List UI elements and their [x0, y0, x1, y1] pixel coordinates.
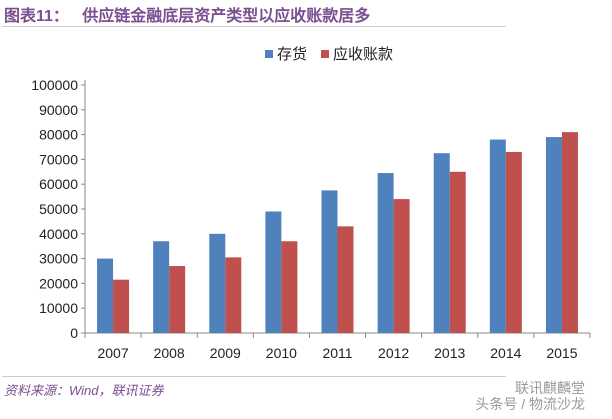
- watermark: 联讯麒麟堂 头条号 / 物流沙龙: [405, 380, 585, 412]
- y-tick-label: 60000: [39, 176, 78, 192]
- bar-inventory-2008: [153, 241, 170, 333]
- legend-swatch: [321, 49, 330, 58]
- footer-divider: [2, 376, 506, 377]
- bar-receivables-2011: [337, 226, 354, 333]
- bar-receivables-2014: [505, 151, 522, 333]
- legend-item-inventory: 存货: [265, 43, 307, 64]
- y-tick-label: 10000: [39, 300, 78, 316]
- source-note: 资料来源：Wind，联讯证券: [4, 383, 164, 398]
- y-tick-label: 20000: [39, 275, 78, 291]
- x-tick-label: 2010: [266, 345, 297, 361]
- bar-inventory-2009: [209, 233, 226, 333]
- bar-inventory-2014: [489, 139, 506, 333]
- y-tick-label: 70000: [39, 151, 78, 167]
- legend-item-receivables: 应收账款: [321, 43, 393, 64]
- bar-inventory-2013: [433, 153, 450, 333]
- bar-receivables-2007: [113, 279, 130, 333]
- x-tick-label: 2008: [154, 345, 185, 361]
- y-tick-label: 90000: [39, 102, 78, 118]
- bar-receivables-2015: [561, 132, 578, 333]
- chart-title: 图表11： 供应链金融底层资产类型以应收账款居多: [4, 8, 371, 25]
- bar-inventory-2012: [377, 173, 394, 333]
- bar-receivables-2013: [449, 171, 466, 333]
- bar-receivables-2010: [281, 241, 298, 333]
- legend: 存货 应收账款: [265, 43, 393, 64]
- x-tick-label: 2014: [490, 345, 521, 361]
- y-tick-label: 50000: [39, 201, 78, 217]
- watermark-line: 联讯麒麟堂: [515, 380, 585, 396]
- y-tick-label: 30000: [39, 251, 78, 267]
- bar-receivables-2009: [225, 257, 242, 333]
- title-divider: [2, 26, 506, 27]
- x-tick-label: 2013: [434, 345, 465, 361]
- y-tick-label: 80000: [39, 127, 78, 143]
- legend-label: 存货: [277, 46, 308, 63]
- legend-swatch: [265, 49, 273, 58]
- bar-inventory-2010: [265, 211, 282, 333]
- bar-inventory-2015: [545, 137, 562, 333]
- bar-inventory-2007: [97, 258, 114, 333]
- bar-receivables-2012: [393, 199, 410, 333]
- bar-inventory-2011: [321, 190, 338, 333]
- x-tick-label: 2007: [97, 345, 128, 361]
- y-tick-label: 40000: [39, 226, 78, 242]
- legend-label: 应收账款: [333, 46, 394, 63]
- bar-receivables-2008: [169, 266, 186, 333]
- x-tick-label: 2015: [546, 345, 577, 361]
- x-tick-label: 2011: [322, 345, 352, 361]
- y-tick-label: 0: [70, 325, 78, 341]
- y-tick-label: 100000: [31, 77, 78, 93]
- x-tick-label: 2012: [378, 345, 409, 361]
- watermark-line: 头条号 / 物流沙龙: [475, 396, 585, 412]
- x-tick-label: 2009: [210, 345, 241, 361]
